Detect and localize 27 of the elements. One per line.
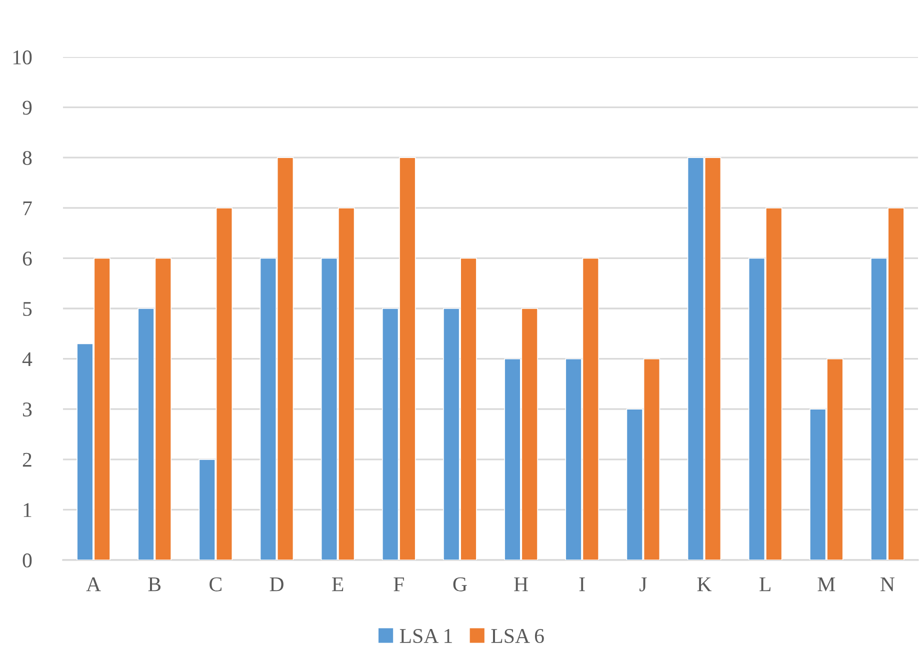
y-tick-label: 1: [24, 503, 32, 517]
legend-label: LSA 1: [400, 629, 452, 644]
y-tick-label: 2: [22, 452, 32, 467]
x-tick-label: M: [818, 577, 836, 592]
legend-label: LSA 6: [491, 629, 544, 644]
x-tick-label: A: [86, 577, 101, 592]
y-tick-label: 4: [22, 352, 32, 366]
x-tick-label: J: [640, 577, 647, 592]
y-tick-label: 0: [22, 553, 32, 568]
x-tick-label: E: [332, 577, 344, 592]
y-tick-label: 10: [13, 50, 32, 64]
x-tick-label: F: [394, 577, 404, 592]
x-tick-label: D: [270, 577, 284, 592]
y-tick-label: 3: [23, 402, 32, 417]
x-tick-label: C: [210, 577, 222, 592]
x-tick-label: K: [697, 577, 712, 592]
x-tick-label: L: [760, 577, 770, 592]
y-tick-label: 8: [22, 150, 32, 166]
y-tick-label: 5: [23, 302, 32, 316]
x-tick-label: H: [514, 577, 528, 592]
y-tick-label: 7: [23, 201, 32, 216]
x-tick-label: N: [880, 577, 895, 592]
y-tick-label: 6: [22, 252, 32, 266]
x-tick-label: G: [453, 577, 467, 592]
y-tick-label: 9: [22, 100, 32, 115]
x-tick-label: I: [579, 577, 585, 592]
x-tick-label: B: [148, 577, 161, 592]
